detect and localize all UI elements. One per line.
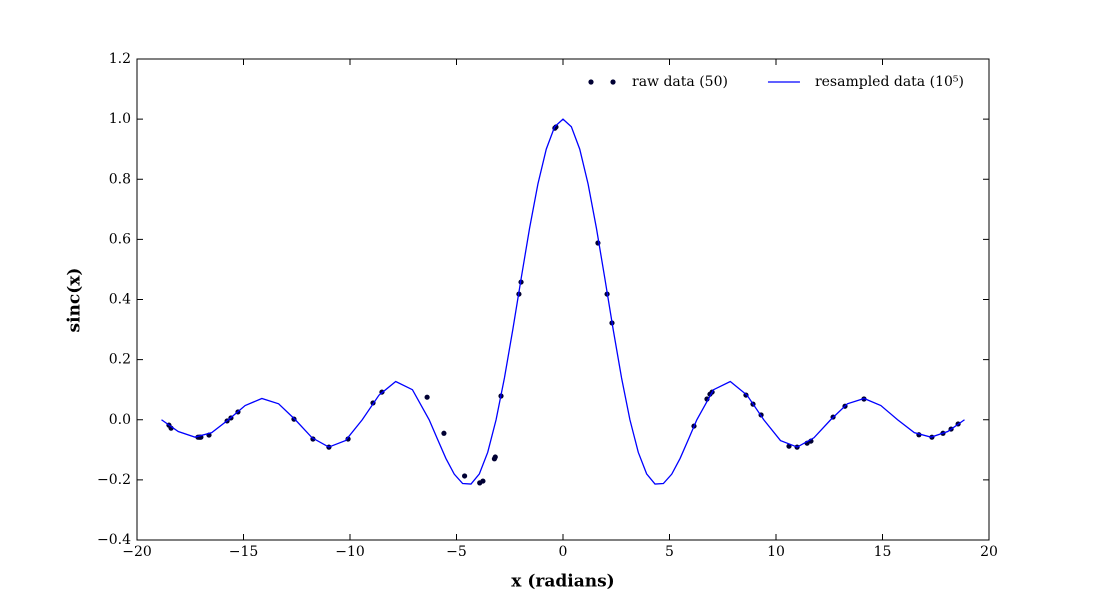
y-tick-label: −0.4: [97, 532, 131, 548]
y-tick-label: 0.8: [109, 171, 131, 187]
y-tick-label: 1.2: [109, 51, 131, 67]
y-axis-label: sinc(x): [65, 268, 85, 333]
x-tick-label: 15: [874, 544, 892, 560]
x-tick-label: 0: [559, 544, 568, 560]
point: [492, 454, 498, 460]
x-tick-label: 20: [980, 544, 998, 560]
point: [480, 478, 486, 484]
line: [161, 118, 965, 485]
legend-label: resampled data (10⁵): [815, 74, 964, 90]
x-tick-label: −15: [229, 544, 259, 560]
legend-marker: [610, 79, 616, 85]
legend-marker: [588, 79, 594, 85]
y-tick-label: 1.0: [109, 111, 131, 127]
point: [424, 394, 430, 400]
y-tick-label: 0.2: [109, 352, 131, 368]
y-tick-label: 0.4: [109, 292, 131, 308]
x-tick-label: −20: [122, 544, 152, 560]
y-tick-label: 0.0: [109, 412, 131, 428]
point: [461, 473, 468, 479]
plot-frame: [136, 58, 990, 541]
y-tick-label: 0.6: [109, 231, 131, 247]
x-tick-label: −5: [446, 544, 467, 560]
x-tick-label: −10: [335, 544, 365, 560]
x-tick-label: 5: [665, 544, 674, 560]
legend-label: raw data (50): [632, 74, 728, 90]
x-tick-label: 10: [767, 544, 785, 560]
y-tick-label: −0.2: [97, 472, 131, 488]
x-axis-label: x (radians): [511, 572, 614, 592]
point: [345, 436, 351, 442]
point: [441, 430, 447, 436]
